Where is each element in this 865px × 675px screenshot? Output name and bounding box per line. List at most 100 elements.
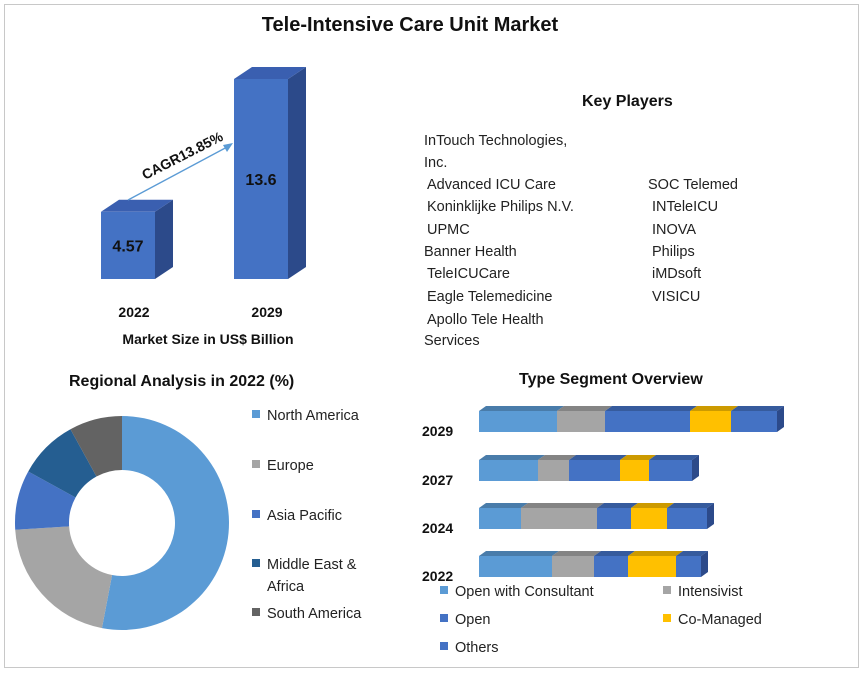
market-bar: [101, 211, 155, 279]
pie-legend-item: North America: [252, 408, 359, 424]
segment-bar: [557, 411, 605, 432]
segment-bar: [649, 460, 692, 481]
key-player: Koninklijke Philips N.V.: [427, 199, 574, 215]
legend-swatch: [663, 614, 671, 623]
key-player: Apollo Tele Health: [427, 312, 544, 328]
legend-label: Open: [455, 612, 491, 628]
segment-bar: [538, 460, 569, 481]
segment-bar-top: [479, 455, 545, 460]
segment-bar: [594, 556, 628, 577]
legend-label: Europe: [267, 458, 314, 474]
key-player: Services: [424, 333, 480, 349]
market-bar-top: [101, 199, 173, 212]
key-player: VISICU: [652, 289, 701, 305]
segment-bar-top: [552, 551, 601, 556]
segment-bar-top: [731, 406, 784, 411]
segment-bar-top: [649, 455, 699, 460]
legend-label: Asia Pacific: [267, 508, 342, 524]
key-player: INOVA: [652, 222, 697, 238]
legend-swatch: [252, 510, 260, 519]
segment-legend-item: Co-Managed: [663, 612, 762, 628]
key-player: Advanced ICU Care: [427, 177, 556, 193]
segment-bar-side: [707, 503, 714, 529]
segment-bar: [569, 460, 620, 481]
cagr-arrow: [127, 145, 230, 201]
legend-swatch: [252, 559, 260, 568]
donut-slice-north-america: [101, 416, 229, 630]
segment-year-label: 2027: [422, 472, 454, 488]
market-year-label: 2022: [118, 304, 149, 320]
pie-legend-item: South America: [252, 606, 361, 622]
segment-legend-item: Intensivist: [663, 584, 742, 600]
regional-title: Regional Analysis in 2022 (%): [69, 373, 295, 390]
segment-legend-item: Open with Consultant: [440, 584, 594, 600]
market-bar-side: [155, 199, 173, 279]
legend-label: Open with Consultant: [455, 584, 594, 600]
segment-bar: [479, 508, 521, 529]
segment-bar-side: [777, 406, 784, 432]
legend-label: Intensivist: [678, 584, 743, 600]
segment-bar: [479, 460, 538, 481]
key-player: InTouch Technologies,: [424, 133, 568, 149]
pie-legend-item: Europe: [252, 458, 314, 474]
donut-slice-europe: [15, 526, 113, 629]
donut-slice-asia-pacific: [15, 471, 76, 530]
segment-bar-top: [594, 551, 635, 556]
market-caption: Market Size in US$ Billion: [122, 331, 293, 347]
pie-legend-item: Middle East & Africa: [252, 557, 356, 598]
segment-bar-top: [690, 406, 738, 411]
legend-label: Co-Managed: [678, 612, 762, 628]
segment-bar: [628, 556, 676, 577]
segment-bar-top: [538, 455, 576, 460]
segment-year-label: 2024: [422, 520, 454, 536]
segment-year-label: 2029: [422, 423, 454, 439]
segment-bar: [605, 411, 690, 432]
segment-bar: [521, 508, 597, 529]
segment-bar: [479, 411, 557, 432]
legend-label: Others: [455, 640, 499, 656]
legend-swatch: [252, 608, 260, 617]
pie-legend-item: Asia Pacific: [252, 508, 342, 524]
key-player: iMDsoft: [652, 266, 702, 282]
segment-bar-top: [479, 406, 564, 411]
segment-bar: [731, 411, 777, 432]
legend-label: South America: [267, 606, 362, 622]
segment-bar-side: [692, 455, 699, 481]
segment-bar-side: [701, 551, 708, 577]
market-year-label: 2029: [251, 304, 282, 320]
infographic-frame: [4, 4, 859, 668]
cagr-arrowhead: [223, 143, 233, 152]
key-player: Eagle Telemedicine: [427, 289, 553, 305]
legend-swatch: [440, 614, 448, 623]
segment-bar-top: [667, 503, 714, 508]
key-player: UPMC: [427, 222, 470, 238]
segment-bar: [676, 556, 701, 577]
segment-bar-top: [631, 503, 674, 508]
segment-legend-item: Open: [440, 612, 490, 628]
segment-bar: [479, 556, 552, 577]
key-players-title: Key Players: [582, 93, 673, 110]
legend-label: Middle East & Africa: [267, 557, 357, 595]
donut-slice-middle-east-africa: [28, 429, 97, 498]
key-player: Inc.: [424, 155, 448, 171]
segment-legend-item: Others: [440, 640, 499, 656]
legend-swatch: [663, 586, 671, 595]
market-bar: [234, 79, 288, 279]
key-player: Philips: [652, 244, 695, 260]
market-bar-value: 4.57: [112, 238, 143, 255]
legend-swatch: [252, 460, 260, 469]
segment-bar-top: [597, 503, 638, 508]
key-player: Banner Health: [424, 244, 517, 260]
segment-bar-top: [479, 551, 559, 556]
key-player: SOC Telemed: [648, 177, 738, 193]
key-player: TeleICUCare: [427, 266, 510, 282]
segment-bar: [667, 508, 707, 529]
donut-slice-south-america: [70, 416, 122, 477]
market-bar-top: [234, 67, 306, 79]
segment-bar-top: [479, 503, 528, 508]
segment-bar-top: [605, 406, 697, 411]
segment-bar: [620, 460, 649, 481]
legend-swatch: [252, 410, 260, 419]
page-title: Tele-Intensive Care Unit Market: [261, 14, 559, 36]
market-bar-value: 13.6: [245, 172, 276, 189]
